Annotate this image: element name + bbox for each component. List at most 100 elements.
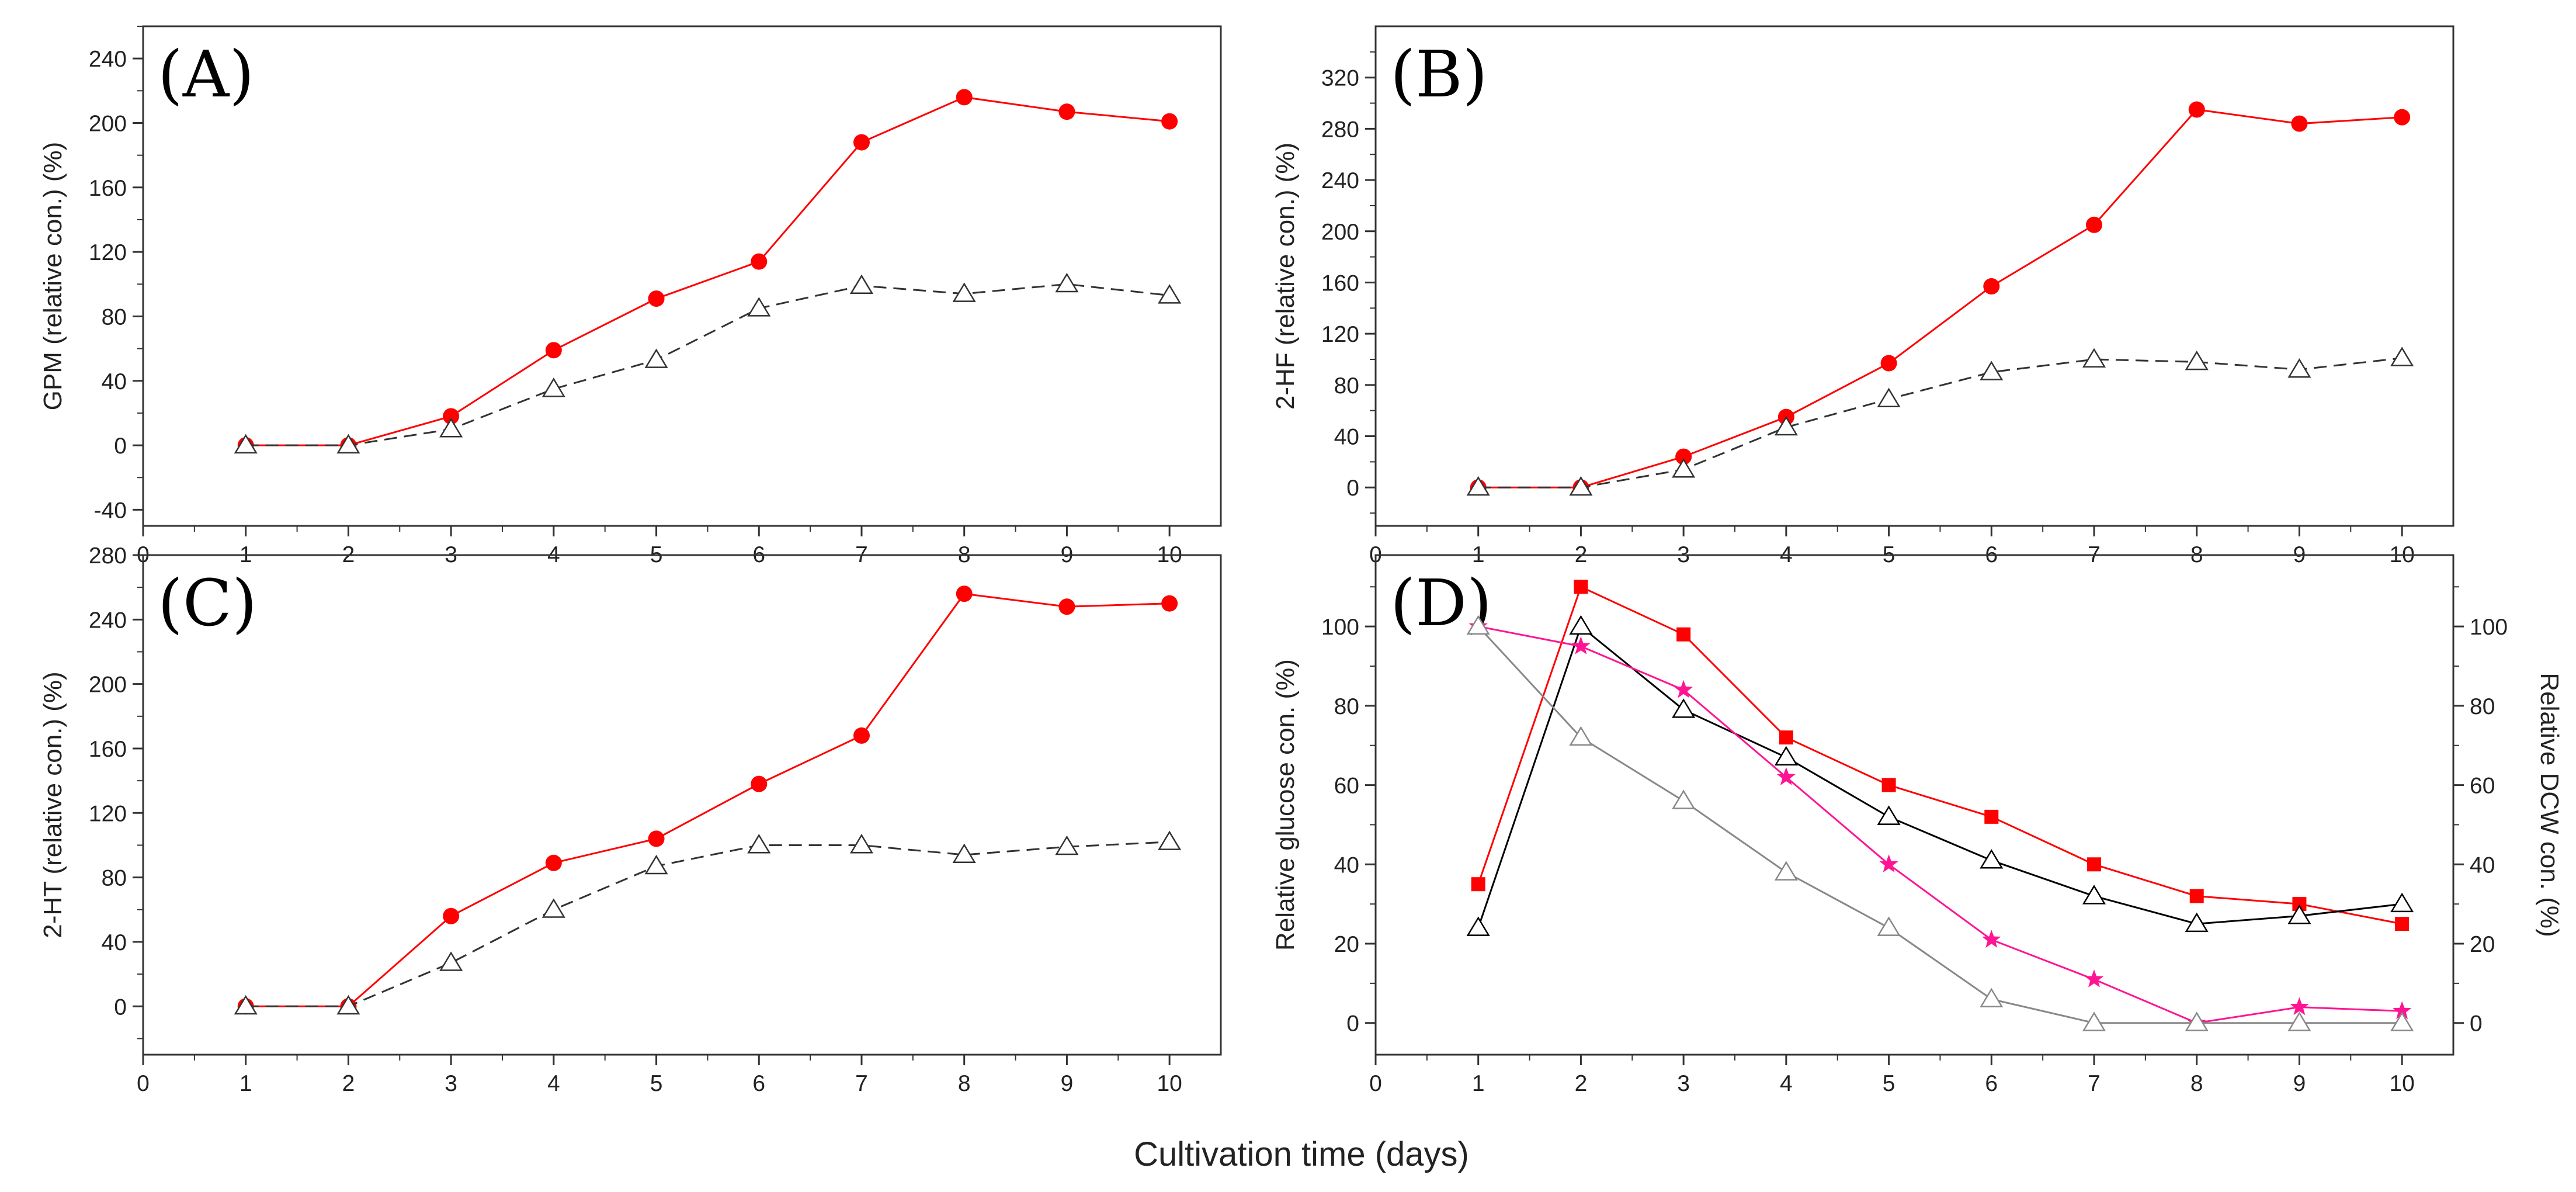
y-right-axis-title: Relative DCW con. (%) — [2535, 673, 2564, 937]
data-point-1 — [1574, 580, 1588, 594]
data-point-6 — [2082, 348, 2106, 368]
data-point-2 — [443, 408, 460, 425]
x-tick-label: 4 — [547, 1071, 560, 1096]
series-0 — [1471, 580, 2410, 931]
series-line — [1477, 626, 2403, 1024]
data-point-9 — [2390, 1011, 2414, 1031]
data-point-6 — [849, 834, 874, 854]
series-line — [245, 283, 1170, 446]
data-point-7 — [2185, 912, 2209, 933]
data-point-9 — [2390, 892, 2414, 913]
data-point-8 — [2287, 358, 2311, 378]
data-point-8 — [1055, 835, 1079, 855]
data-point-4 — [1877, 916, 1901, 936]
data-point-8 — [2291, 115, 2308, 132]
series-0 — [237, 89, 1178, 454]
series-0 — [1470, 101, 2411, 496]
data-point-4 — [644, 854, 668, 875]
data-point-8 — [1055, 272, 1079, 293]
data-point-2 — [1674, 680, 1693, 698]
series-2 — [1468, 616, 2412, 1031]
data-point-2 — [1672, 698, 1696, 718]
panel-label: (A) — [158, 37, 254, 112]
data-point-7 — [2185, 350, 2209, 370]
data-point-9 — [1161, 595, 1178, 612]
data-point-1 — [1569, 476, 1593, 496]
data-point-4 — [1880, 355, 1897, 372]
y-tick-label: 240 — [89, 608, 127, 633]
data-point-0 — [234, 995, 258, 1015]
x-tick-label: 4 — [1780, 1071, 1793, 1096]
x-tick-label: 3 — [1677, 1071, 1690, 1096]
data-point-2 — [439, 418, 463, 438]
panel-label: (C) — [158, 566, 257, 640]
data-point-5 — [747, 834, 771, 854]
y-axis-title: 2-HF (relative con.) (%) — [1271, 143, 1300, 410]
data-point-0 — [1466, 916, 1490, 936]
x-tick-label: 6 — [752, 1071, 765, 1096]
data-point-6 — [2086, 216, 2102, 233]
y-tick-label: 200 — [1321, 220, 1359, 245]
y-tick-label: 40 — [102, 930, 127, 955]
x-axis-title: Cultivation time (days) — [1134, 1135, 1469, 1173]
y-axis-title: Relative glucose con. (%) — [1271, 659, 1300, 951]
y-tick-label: 160 — [89, 176, 127, 201]
data-point-7 — [2185, 1011, 2209, 1031]
y-axis-title: 2-HT (relative con.) (%) — [39, 671, 67, 938]
x-tick-label: 5 — [1883, 1071, 1895, 1096]
plot-frame — [1374, 554, 2455, 1056]
series-1 — [234, 830, 1182, 1015]
y-tick-label: 80 — [102, 304, 127, 330]
x-tick-label: 0 — [1369, 1071, 1382, 1096]
y-tick-label: 20 — [1334, 932, 1359, 957]
data-point-5 — [1980, 987, 2004, 1007]
y-tick-label: 320 — [1321, 66, 1359, 91]
y-tick-label: 80 — [1334, 694, 1359, 719]
series-1 — [234, 272, 1182, 454]
data-point-6 — [849, 274, 874, 294]
data-point-5 — [1983, 278, 2000, 295]
data-point-2 — [1672, 458, 1696, 478]
data-point-2 — [439, 951, 463, 971]
data-point-5 — [751, 253, 768, 270]
y-tick-label: 100 — [1321, 615, 1359, 640]
y-tick-label: 240 — [89, 47, 127, 72]
y-right-tick-label: 0 — [2470, 1011, 2483, 1037]
y-right-tick-label: 40 — [2470, 853, 2495, 878]
y-tick-label: 240 — [1321, 168, 1359, 193]
y-tick-label: -40 — [94, 498, 127, 523]
y-tick-label: 200 — [89, 673, 127, 698]
y-tick-label: 160 — [1321, 271, 1359, 296]
y-tick-label: 40 — [1334, 425, 1359, 450]
data-point-1 — [1571, 636, 1591, 654]
data-point-8 — [1058, 598, 1075, 615]
series-line — [245, 96, 1170, 446]
y-tick-label: 0 — [1346, 1011, 1359, 1037]
data-point-9 — [2395, 917, 2410, 931]
data-point-8 — [2287, 905, 2311, 924]
data-point-9 — [2394, 109, 2411, 126]
data-point-4 — [1881, 778, 1896, 792]
x-tick-label: 7 — [855, 1071, 868, 1096]
y-tick-label: 0 — [114, 995, 127, 1020]
series-line — [1477, 625, 2403, 928]
x-tick-label: 10 — [2389, 1071, 2414, 1096]
data-point-0 — [1466, 615, 1490, 635]
panel-label: (B) — [1390, 37, 1488, 112]
data-point-2 — [1675, 448, 1692, 465]
panel-d: 0 1 2 3 4 5 6 7 8 9 10020406080100020406080100Rela… — [1271, 554, 2564, 1096]
panel-c: 0 1 2 3 4 5 6 7 8 9 10 0 40 80 120 160 200 240 280 2-HT (re… — [39, 543, 1222, 1096]
data-point-2 — [1672, 789, 1696, 809]
y-tick-label: 40 — [1334, 853, 1359, 878]
y-tick-label: 80 — [1334, 373, 1359, 399]
data-point-3 — [545, 342, 562, 359]
y-tick-label: 120 — [89, 801, 127, 826]
data-point-0 — [1471, 877, 1485, 892]
data-point-4 — [648, 830, 665, 847]
x-tick-label: 0 — [137, 1071, 150, 1096]
data-point-4 — [648, 290, 665, 307]
y-right-tick-label: 60 — [2470, 774, 2495, 799]
data-point-6 — [2082, 885, 2106, 905]
x-tick-label: 9 — [1061, 1071, 1074, 1096]
